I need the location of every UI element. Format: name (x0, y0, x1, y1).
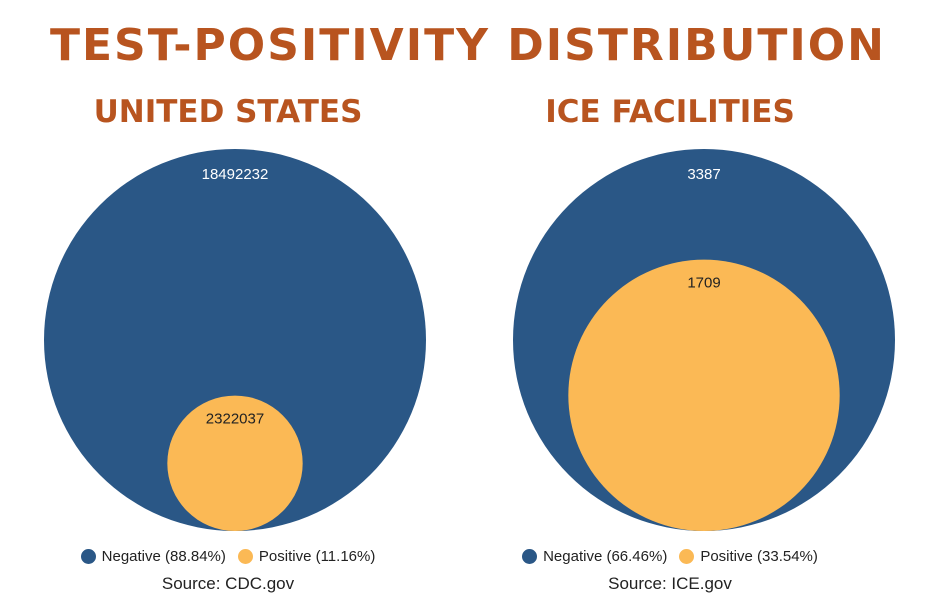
legend-swatch-positive-icon (679, 549, 695, 564)
bubble-positive (568, 259, 840, 531)
legend-item-negative[interactable]: Negative (66.46%) (522, 548, 667, 565)
bubble-label-negative: 18492232 (202, 166, 269, 183)
bubble-label-positive: 1709 (687, 275, 720, 292)
panel-title-united-states: UNITED STATES (93, 94, 363, 130)
bubble-chart-ice-facilities: 3387 1709 (513, 149, 895, 531)
panel-ice-facilities: ICE FACILITIES 3387 1709 Negative (66.46… (468, 0, 936, 612)
legend-item-positive[interactable]: Positive (33.54%) (679, 548, 818, 565)
bubble-negative (44, 149, 426, 531)
legend-swatch-positive-icon (237, 549, 253, 564)
legend-item-negative[interactable]: Negative (88.84%) (80, 548, 226, 565)
bubble-label-positive: 2322037 (206, 411, 264, 428)
source-note-united-states: Source: CDC.gov (161, 574, 295, 593)
legend-ice-facilities: Negative (66.46%) Positive (33.54%) (436, 548, 904, 565)
legend-swatch-negative-icon (522, 549, 538, 564)
legend-label-positive: Positive (33.54%) (700, 548, 818, 565)
bubble-chart-united-states: 18492232 2322037 (44, 149, 426, 531)
legend-label-negative: Negative (88.84%) (101, 548, 226, 565)
chart-main-title: TEST-POSITIVITY DISTRIBUTION (49, 20, 886, 71)
legend-label-negative: Negative (66.46%) (543, 548, 668, 565)
source-note-ice-facilities: Source: ICE.gov (608, 574, 732, 593)
legend-label-positive: Positive (11.16%) (258, 548, 376, 565)
bubble-positive (167, 395, 303, 531)
panel-united-states: UNITED STATES 18492232 2322037 Negative … (0, 94, 462, 593)
bubble-label-negative: 3387 (687, 166, 720, 183)
legend-swatch-negative-icon (80, 549, 96, 564)
panel-title-ice-facilities: ICE FACILITIES (545, 94, 795, 130)
legend-item-positive[interactable]: Positive (11.16%) (237, 548, 376, 565)
legend-united-states: Negative (88.84%) Positive (11.16%) (0, 548, 462, 565)
